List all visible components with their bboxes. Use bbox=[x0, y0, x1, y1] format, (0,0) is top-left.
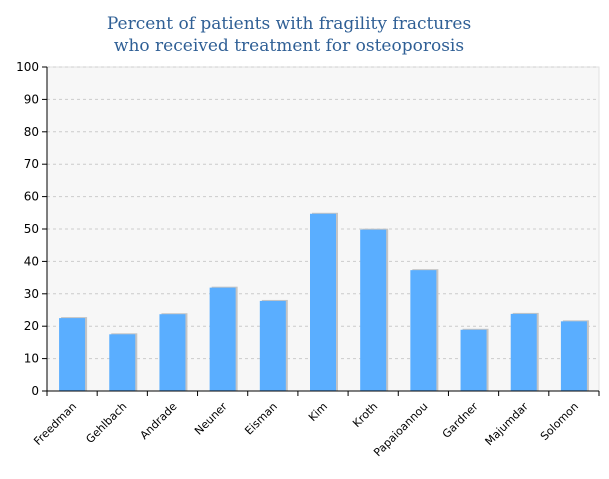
x-tick-label: Eisman bbox=[242, 400, 280, 438]
x-tick-label: Neuner bbox=[192, 400, 230, 438]
y-tick-label: 50 bbox=[24, 222, 39, 236]
x-tick-label: Kroth bbox=[350, 400, 380, 430]
x-tick-label: Gardner bbox=[440, 400, 481, 441]
bar bbox=[109, 334, 136, 391]
bar bbox=[410, 270, 437, 391]
bar bbox=[259, 300, 286, 391]
x-tick-label: Papaioannou bbox=[371, 400, 430, 459]
y-tick-label: 70 bbox=[24, 157, 39, 171]
y-tick-label: 80 bbox=[24, 125, 39, 139]
x-tick-label: Gehlbach bbox=[83, 400, 129, 446]
bar bbox=[460, 329, 487, 391]
x-tick-label: Kim bbox=[306, 400, 330, 424]
bars bbox=[59, 212, 589, 391]
chart-title-line-2: who received treatment for osteoporosis bbox=[114, 36, 464, 56]
bar bbox=[510, 313, 537, 391]
bar bbox=[560, 321, 587, 391]
y-tick-label: 60 bbox=[24, 190, 39, 204]
x-tick-label: Majumdar bbox=[483, 400, 532, 449]
x-tick-label: Freedman bbox=[31, 400, 79, 448]
y-tick-label: 10 bbox=[24, 352, 39, 366]
axes bbox=[42, 66, 600, 396]
y-tick-label: 90 bbox=[24, 92, 39, 106]
y-tick-label: 30 bbox=[24, 287, 39, 301]
bar bbox=[159, 314, 186, 391]
x-tick-label: Solomon bbox=[538, 400, 581, 443]
x-tick-labels: Freedman Gehlbach Andrade Neuner Eisman Kim Kr… bbox=[31, 400, 581, 460]
x-tick-label: Andrade bbox=[138, 400, 180, 442]
bar bbox=[360, 229, 387, 391]
bar bbox=[209, 287, 236, 391]
y-tick-label: 100 bbox=[16, 60, 39, 74]
y-tick-label: 0 bbox=[31, 384, 39, 398]
y-tick-label: 20 bbox=[24, 319, 39, 333]
y-tick-label: 40 bbox=[24, 254, 39, 268]
y-tick-labels: 0 10 20 30 40 50 60 70 80 90 100 bbox=[16, 60, 39, 398]
chart-title-line-1: Percent of patients with fragility fract… bbox=[107, 14, 471, 34]
bar bbox=[310, 213, 336, 391]
bar bbox=[59, 318, 86, 391]
